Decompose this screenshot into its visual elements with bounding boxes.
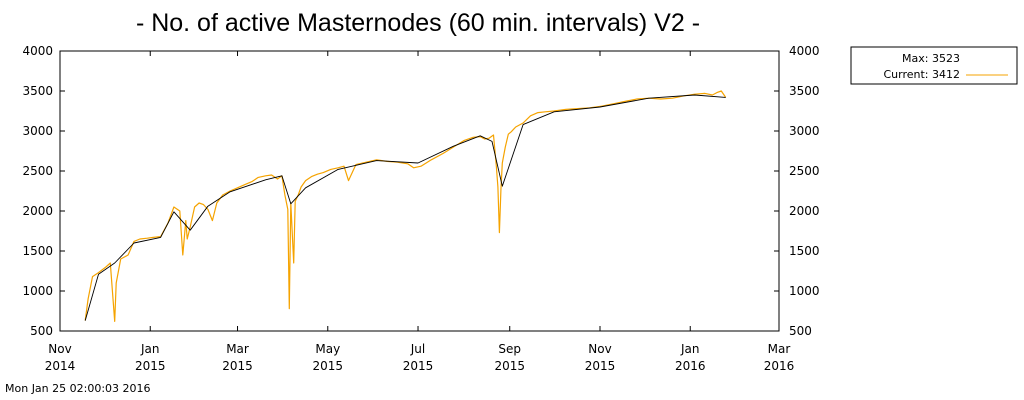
x-tick-label-year: 2016 <box>675 359 706 373</box>
footer-timestamp: Mon Jan 25 02:00:03 2016 <box>5 382 151 395</box>
y-tick-label-left: 1000 <box>22 284 53 298</box>
x-tick-label-year: 2015 <box>135 359 166 373</box>
y-tick-label-right: 2000 <box>789 204 820 218</box>
y-tick-label-right: 1000 <box>789 284 820 298</box>
x-tick-label-month: Jan <box>140 342 160 356</box>
x-tick-label-month: Jan <box>680 342 700 356</box>
legend-current-label: Current: 3412 <box>883 68 960 81</box>
x-tick-label-month: May <box>315 342 340 356</box>
chart-title: - No. of active Masternodes (60 min. int… <box>136 9 700 37</box>
x-tick-label-month: Nov <box>48 342 71 356</box>
axes: 500 500 1000 1000 1500 1500 2000 2000 2500 2500 30… <box>22 44 819 373</box>
y-tick-label-left: 2000 <box>22 204 53 218</box>
y-tick-label-left: 500 <box>30 324 53 338</box>
y-tick-label-left: 1500 <box>22 244 53 258</box>
legend-box <box>850 46 1018 85</box>
y-tick-label-left: 3000 <box>22 124 53 138</box>
y-tick-label-right: 1500 <box>789 244 820 258</box>
y-tick-label-right: 2500 <box>789 164 820 178</box>
x-tick-label-year: 2015 <box>222 359 253 373</box>
plot-frame <box>59 50 780 332</box>
x-tick-label-month: Mar <box>768 342 791 356</box>
series-line-trend <box>84 94 726 321</box>
x-tick-label-month: Nov <box>588 342 611 356</box>
x-tick-label-year: 2015 <box>585 359 616 373</box>
legend-max-label: Max: 3523 <box>902 52 960 65</box>
y-tick-label-right: 3000 <box>789 124 820 138</box>
series-line-masternodes <box>84 90 727 322</box>
x-tick-label-year: 2015 <box>313 359 344 373</box>
y-tick-label-right: 3500 <box>789 84 820 98</box>
y-tick-label-left: 3500 <box>22 84 53 98</box>
y-tick-label-left: 4000 <box>22 44 53 58</box>
x-tick-label-year: 2015 <box>494 359 525 373</box>
y-tick-label-right: 500 <box>789 324 812 338</box>
legend: Max: 3523 Current: 3412 <box>850 46 1018 85</box>
y-tick-label-left: 2500 <box>22 164 53 178</box>
y-tick-label-right: 4000 <box>789 44 820 58</box>
x-tick-label-year: 2014 <box>45 359 76 373</box>
plot-area <box>84 90 727 322</box>
x-tick-label-month: Mar <box>226 342 249 356</box>
x-tick-label-year: 2015 <box>403 359 434 373</box>
x-tick-label-month: Jul <box>410 342 425 356</box>
x-tick-label-month: Sep <box>498 342 521 356</box>
x-tick-label-year: 2016 <box>764 359 795 373</box>
